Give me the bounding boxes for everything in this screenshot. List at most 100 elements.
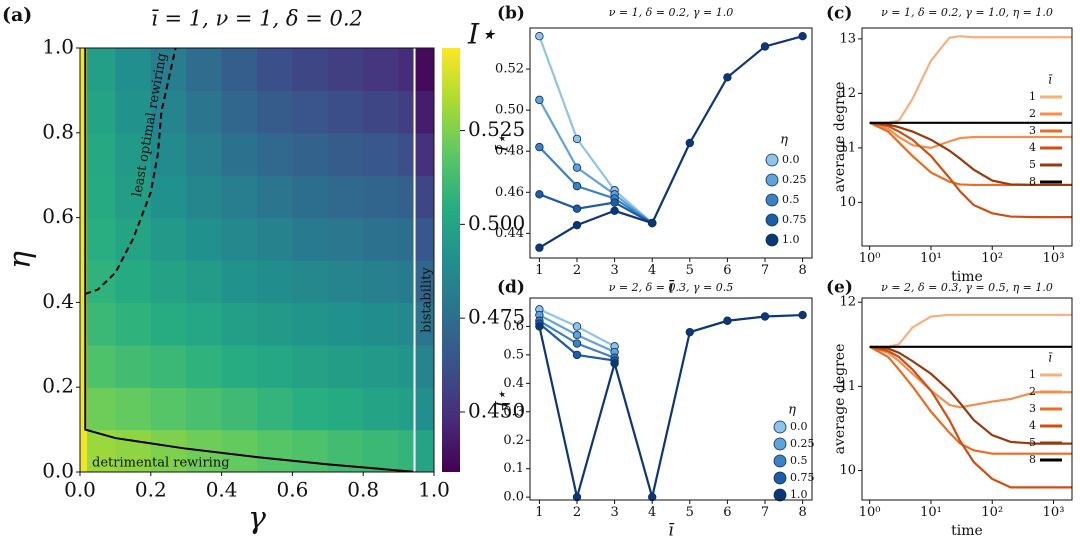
- series-line: [539, 193, 653, 225]
- heat-cell: [398, 260, 416, 303]
- legend-label: 1: [1029, 368, 1036, 381]
- y-tick-label: 10: [839, 463, 856, 478]
- y-tick-label: 12: [839, 86, 856, 101]
- heat-cell: [327, 302, 364, 346]
- heat-cell: [363, 132, 400, 176]
- colorbar-tick-label: 0.500: [468, 211, 525, 235]
- heat-cell: [186, 175, 223, 219]
- x-tick-label: 0.4: [206, 478, 238, 502]
- heat-cell: [221, 302, 258, 346]
- x-tick-label: 5: [686, 505, 694, 520]
- marker: [572, 322, 582, 331]
- heat-cell: [115, 302, 152, 346]
- legend-marker: [765, 173, 779, 187]
- legend-marker: [765, 193, 779, 207]
- marker: [610, 359, 619, 368]
- heat-cell: [80, 260, 88, 303]
- axes-frame: [529, 297, 813, 501]
- heat-cell: [150, 217, 187, 261]
- heat-cell: [80, 90, 88, 134]
- marker: [648, 218, 657, 228]
- y-tick-label: 0.50: [495, 103, 524, 118]
- heat-cell: [87, 217, 116, 261]
- y-tick-label: 1.0: [42, 35, 74, 59]
- colorbar: [442, 48, 460, 472]
- heat-cell: [80, 302, 88, 346]
- heat-cell: [150, 175, 187, 219]
- legend-label: 0.75: [790, 471, 815, 484]
- marker: [535, 322, 544, 331]
- marker: [760, 312, 770, 321]
- x-tick-label: 8: [798, 263, 806, 278]
- marker: [685, 327, 694, 337]
- y-tick-label: 0.0: [503, 490, 524, 505]
- marker: [572, 134, 582, 144]
- marker: [610, 206, 619, 215]
- x-axis-label: ī: [668, 278, 675, 298]
- marker: [572, 220, 582, 230]
- x-tick-label: 1.0: [418, 478, 450, 502]
- legend-title: ī: [1048, 351, 1053, 365]
- legend-label: 1.0: [782, 233, 800, 246]
- annotation: bistability: [420, 267, 435, 333]
- y-axis-label: average degree: [832, 82, 848, 193]
- y-tick-label: 0.1: [503, 461, 524, 476]
- heat-cell: [80, 217, 88, 261]
- heat-cell: [398, 387, 416, 431]
- y-axis-label: average degree: [832, 344, 848, 455]
- y-tick-label: 0.2: [503, 433, 524, 448]
- heat-cell: [327, 344, 364, 388]
- x-tick-label: 3: [610, 505, 618, 520]
- heat-cell: [327, 175, 364, 219]
- x-tick-label: 10¹: [920, 251, 942, 266]
- heat-cell: [80, 429, 88, 472]
- heat-cell: [292, 90, 329, 134]
- legend-label: 0.25: [790, 437, 815, 450]
- heat-cell: [150, 429, 187, 472]
- marker: [760, 42, 770, 51]
- heat-cell: [221, 175, 258, 219]
- y-tick-label: 0.48: [495, 144, 524, 159]
- legend-label: 0.25: [782, 173, 807, 186]
- heat-cell: [150, 260, 187, 303]
- heat-cell: [414, 48, 434, 91]
- heat-cell: [257, 217, 293, 261]
- legend-marker: [773, 437, 787, 451]
- series-line: [869, 121, 1072, 187]
- y-tick-label: 0.4: [42, 289, 74, 313]
- y-tick-label: 0.6: [503, 319, 524, 334]
- marker: [535, 190, 544, 199]
- panel-label: (b): [497, 4, 525, 24]
- marker: [685, 138, 694, 148]
- heat-cell: [150, 132, 187, 176]
- legend-marker: [773, 471, 787, 485]
- heat-cell: [292, 344, 329, 388]
- heat-cell: [363, 429, 400, 472]
- legend-label: 4: [1029, 141, 1036, 154]
- heat-cell: [398, 175, 416, 219]
- x-axis-label: time: [951, 523, 983, 539]
- heat-cell: [414, 217, 434, 261]
- y-axis-label: η: [3, 251, 38, 269]
- colorbar-tick-label: 0.475: [468, 305, 525, 329]
- heat-cell: [80, 175, 88, 219]
- heat-cell: [221, 48, 258, 91]
- heat-cell: [257, 90, 293, 134]
- x-tick-label: 4: [648, 505, 656, 520]
- heat-cell: [186, 302, 223, 346]
- heat-cell: [80, 387, 88, 431]
- heat-cell: [221, 429, 258, 472]
- x-tick-label: 10²: [981, 505, 1003, 520]
- legend-label: 8: [1029, 453, 1036, 466]
- heat-cell: [115, 260, 152, 303]
- legend-label: 0.0: [790, 420, 808, 433]
- heat-cell: [257, 429, 293, 472]
- legend-title: η: [780, 133, 788, 148]
- x-tick-label: 2: [573, 263, 581, 278]
- series-line: [538, 99, 653, 224]
- y-tick-label: 13: [839, 31, 856, 46]
- colorbar-label: I⋆: [467, 18, 497, 51]
- x-tick-label: 0.0: [64, 478, 96, 502]
- y-tick-label: 0.2: [42, 374, 74, 398]
